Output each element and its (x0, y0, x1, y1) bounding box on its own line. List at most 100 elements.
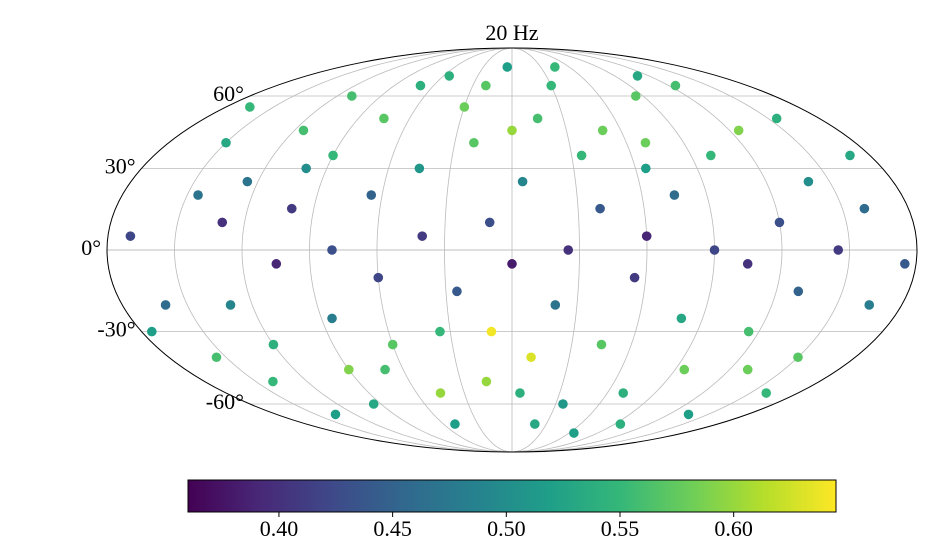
point (452, 286, 462, 297)
grid-line (241, 48, 513, 452)
point (301, 163, 311, 174)
grid-line (511, 48, 580, 452)
colorbar-tick-label: 0.55 (601, 516, 640, 541)
point (217, 217, 228, 228)
colorbar-tick-label: 0.50 (487, 516, 526, 541)
y-tick-label: -30° (97, 317, 135, 342)
point (435, 326, 445, 337)
point (242, 176, 253, 187)
point (415, 80, 426, 91)
point (268, 376, 278, 387)
point (330, 409, 341, 420)
point (286, 203, 297, 214)
y-tick-label: -60° (206, 389, 244, 414)
point (328, 150, 338, 161)
grid-line (174, 48, 513, 452)
point (225, 300, 236, 310)
point (507, 259, 517, 269)
point (435, 388, 446, 398)
point (629, 272, 640, 283)
point (526, 352, 536, 363)
point (125, 231, 136, 241)
point (221, 137, 231, 148)
grid-line (444, 48, 513, 452)
point (640, 163, 651, 174)
point (507, 125, 517, 136)
point (486, 326, 497, 337)
point (298, 125, 309, 136)
point (546, 80, 557, 91)
point (245, 102, 255, 112)
point (803, 176, 814, 187)
point (550, 300, 561, 310)
point (147, 326, 157, 337)
point (515, 388, 525, 398)
point (481, 376, 492, 387)
point (706, 150, 716, 161)
point (414, 163, 425, 174)
chart-title: 20 Hz (485, 20, 538, 45)
point (743, 326, 754, 337)
colorbar-tick-label: 0.60 (714, 516, 753, 541)
point (502, 62, 513, 72)
point (576, 150, 587, 161)
point (845, 150, 855, 161)
point (268, 339, 279, 350)
point (833, 245, 844, 255)
point (597, 125, 608, 136)
point (211, 352, 222, 363)
grid-line (309, 48, 513, 452)
point (733, 125, 744, 136)
colorbar (187, 479, 837, 513)
point (595, 203, 605, 214)
point (774, 217, 785, 228)
point (615, 419, 626, 429)
point (530, 419, 540, 429)
point (380, 364, 390, 375)
point (670, 80, 681, 91)
grid-line (511, 48, 850, 452)
point (379, 113, 389, 124)
point (683, 409, 694, 420)
point (450, 419, 460, 429)
frame (106, 47, 918, 453)
colorbar-tick-label: 0.40 (260, 516, 299, 541)
y-tick-label: 60° (213, 81, 244, 106)
y-tick-label: 30° (105, 153, 136, 178)
point (347, 91, 357, 101)
point (618, 388, 629, 398)
point (368, 399, 379, 409)
point (771, 113, 782, 124)
point (469, 137, 479, 148)
point (709, 245, 720, 255)
point (793, 286, 804, 297)
point (532, 113, 543, 124)
point (327, 313, 337, 324)
point (387, 339, 398, 350)
point (679, 364, 690, 375)
point (630, 91, 641, 101)
point (742, 364, 753, 375)
point (632, 71, 643, 81)
point (569, 428, 579, 438)
point (444, 71, 455, 81)
grid-line (511, 48, 783, 452)
point (550, 62, 560, 72)
point (900, 259, 910, 269)
point (761, 388, 772, 398)
point (563, 245, 574, 255)
point (558, 399, 568, 409)
point (417, 231, 428, 241)
point (641, 231, 652, 241)
point (271, 259, 282, 269)
y-tick-label: 0° (81, 235, 101, 260)
point (864, 300, 875, 310)
point (481, 80, 491, 91)
point (373, 272, 384, 283)
grid-line (376, 48, 513, 452)
point (484, 217, 495, 228)
point (160, 300, 171, 310)
point (193, 190, 203, 200)
grid-line (511, 48, 648, 452)
point (596, 339, 607, 350)
